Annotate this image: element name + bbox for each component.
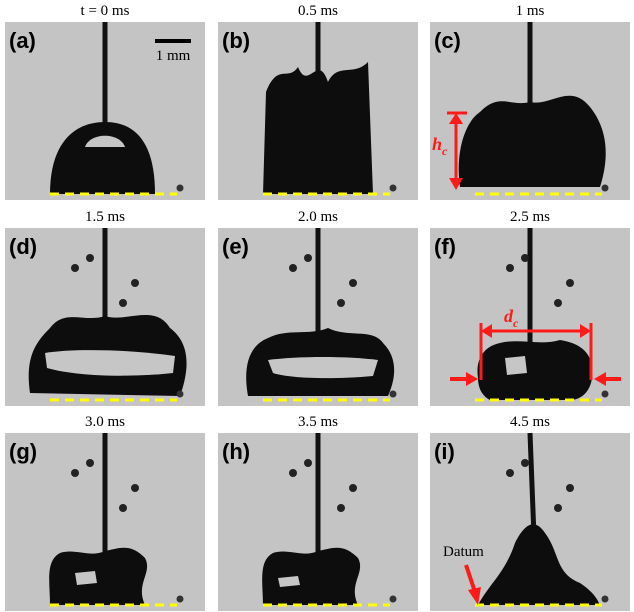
droplet: [289, 469, 297, 477]
panel-label: (b): [222, 28, 250, 53]
panel-time: 1 ms: [516, 3, 545, 19]
droplet: [602, 391, 609, 398]
droplet: [86, 254, 94, 262]
droplet: [554, 504, 562, 512]
panel-label: (c): [434, 28, 461, 53]
droplet: [506, 264, 514, 272]
droplet: [304, 254, 312, 262]
droplet: [390, 391, 397, 398]
droplet: [566, 279, 574, 287]
droplet: [289, 264, 297, 272]
panel: (c): [430, 22, 630, 200]
droplet: [119, 299, 127, 307]
datum-label: Datum: [443, 544, 484, 560]
droplet: [86, 459, 94, 467]
panel: (d): [5, 228, 205, 406]
panel-time: 4.5 ms: [510, 414, 550, 430]
panel-label: (a): [9, 28, 36, 53]
panel: (b): [218, 22, 418, 200]
droplet: [177, 596, 184, 603]
subscript: c: [442, 144, 448, 158]
panel: (e): [218, 228, 418, 406]
droplet: [566, 484, 574, 492]
droplet: [177, 391, 184, 398]
droplet: [349, 279, 357, 287]
jet-blob: [477, 340, 592, 400]
panel-time: 2.0 ms: [298, 209, 338, 225]
droplet: [349, 484, 357, 492]
droplet: [602, 185, 609, 192]
droplet: [71, 264, 79, 272]
droplet: [304, 459, 312, 467]
droplet: [71, 469, 79, 477]
panel-label: (e): [222, 234, 249, 259]
panel-time: 3.0 ms: [85, 414, 125, 430]
droplet: [177, 185, 184, 192]
scale-label: 1 mm: [156, 48, 191, 64]
figure: t = 0 ms (a) 0.5 ms (b) 1 ms (c) 1.5 ms (d) 2.0 …: [0, 0, 634, 612]
droplet: [131, 279, 139, 287]
droplet: [521, 254, 529, 262]
panel-time: 1.5 ms: [85, 209, 125, 225]
highlight: [505, 356, 527, 375]
panel-label: (f): [434, 234, 456, 259]
droplet: [602, 596, 609, 603]
panel: (i): [430, 433, 630, 611]
panel-label: (g): [9, 439, 37, 464]
droplet: [506, 469, 514, 477]
panel-time: 2.5 ms: [510, 209, 550, 225]
droplet: [390, 185, 397, 192]
highlight: [75, 571, 97, 585]
droplet: [521, 459, 529, 467]
droplet: [119, 504, 127, 512]
panel-time: 3.5 ms: [298, 414, 338, 430]
panel-label: (h): [222, 439, 250, 464]
panel: (h): [218, 433, 418, 611]
droplet: [554, 299, 562, 307]
jet-blob: [49, 548, 147, 605]
panel-time: t = 0 ms: [81, 3, 130, 19]
droplet: [337, 504, 345, 512]
subscript: c: [513, 316, 519, 330]
panel-time: 0.5 ms: [298, 3, 338, 19]
droplet: [131, 484, 139, 492]
panel-label: (d): [9, 234, 37, 259]
symbol: h: [432, 134, 442, 154]
jet-blob: [263, 62, 373, 194]
droplet: [390, 596, 397, 603]
panel-label: (i): [434, 439, 455, 464]
panel: (g): [5, 433, 205, 611]
highlight: [268, 357, 378, 378]
droplet: [337, 299, 345, 307]
jet-blob: [262, 548, 360, 605]
